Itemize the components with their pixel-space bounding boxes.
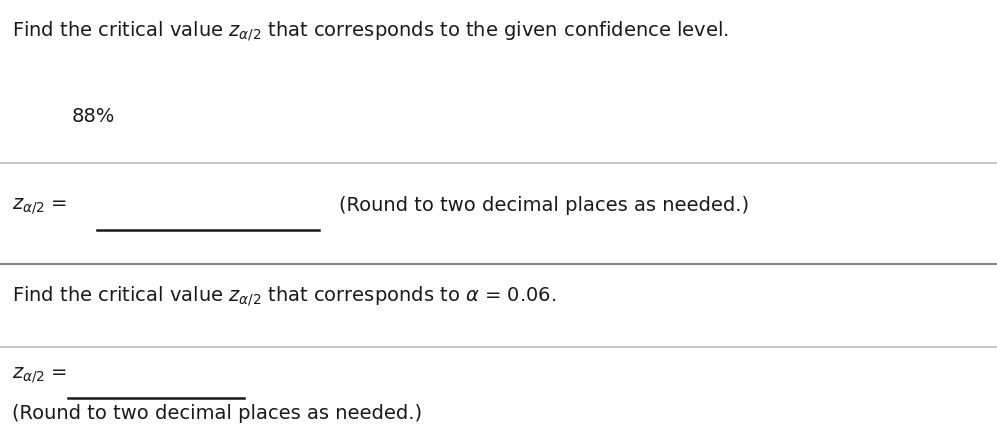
Text: Find the critical value $z_{\alpha/2}$ that corresponds to the given confidence : Find the critical value $z_{\alpha/2}$ t… xyxy=(12,19,729,43)
Text: $z_{\alpha/2}$ =: $z_{\alpha/2}$ = xyxy=(12,364,67,384)
Text: (Round to two decimal places as needed.): (Round to two decimal places as needed.) xyxy=(12,403,422,421)
Text: Find the critical value $z_{\alpha/2}$ that corresponds to $\alpha$ = 0.06.: Find the critical value $z_{\alpha/2}$ t… xyxy=(12,283,556,307)
Text: (Round to two decimal places as needed.): (Round to two decimal places as needed.) xyxy=(339,196,749,215)
Text: $z_{\alpha/2}$ =: $z_{\alpha/2}$ = xyxy=(12,196,67,216)
Text: 88%: 88% xyxy=(72,106,116,125)
